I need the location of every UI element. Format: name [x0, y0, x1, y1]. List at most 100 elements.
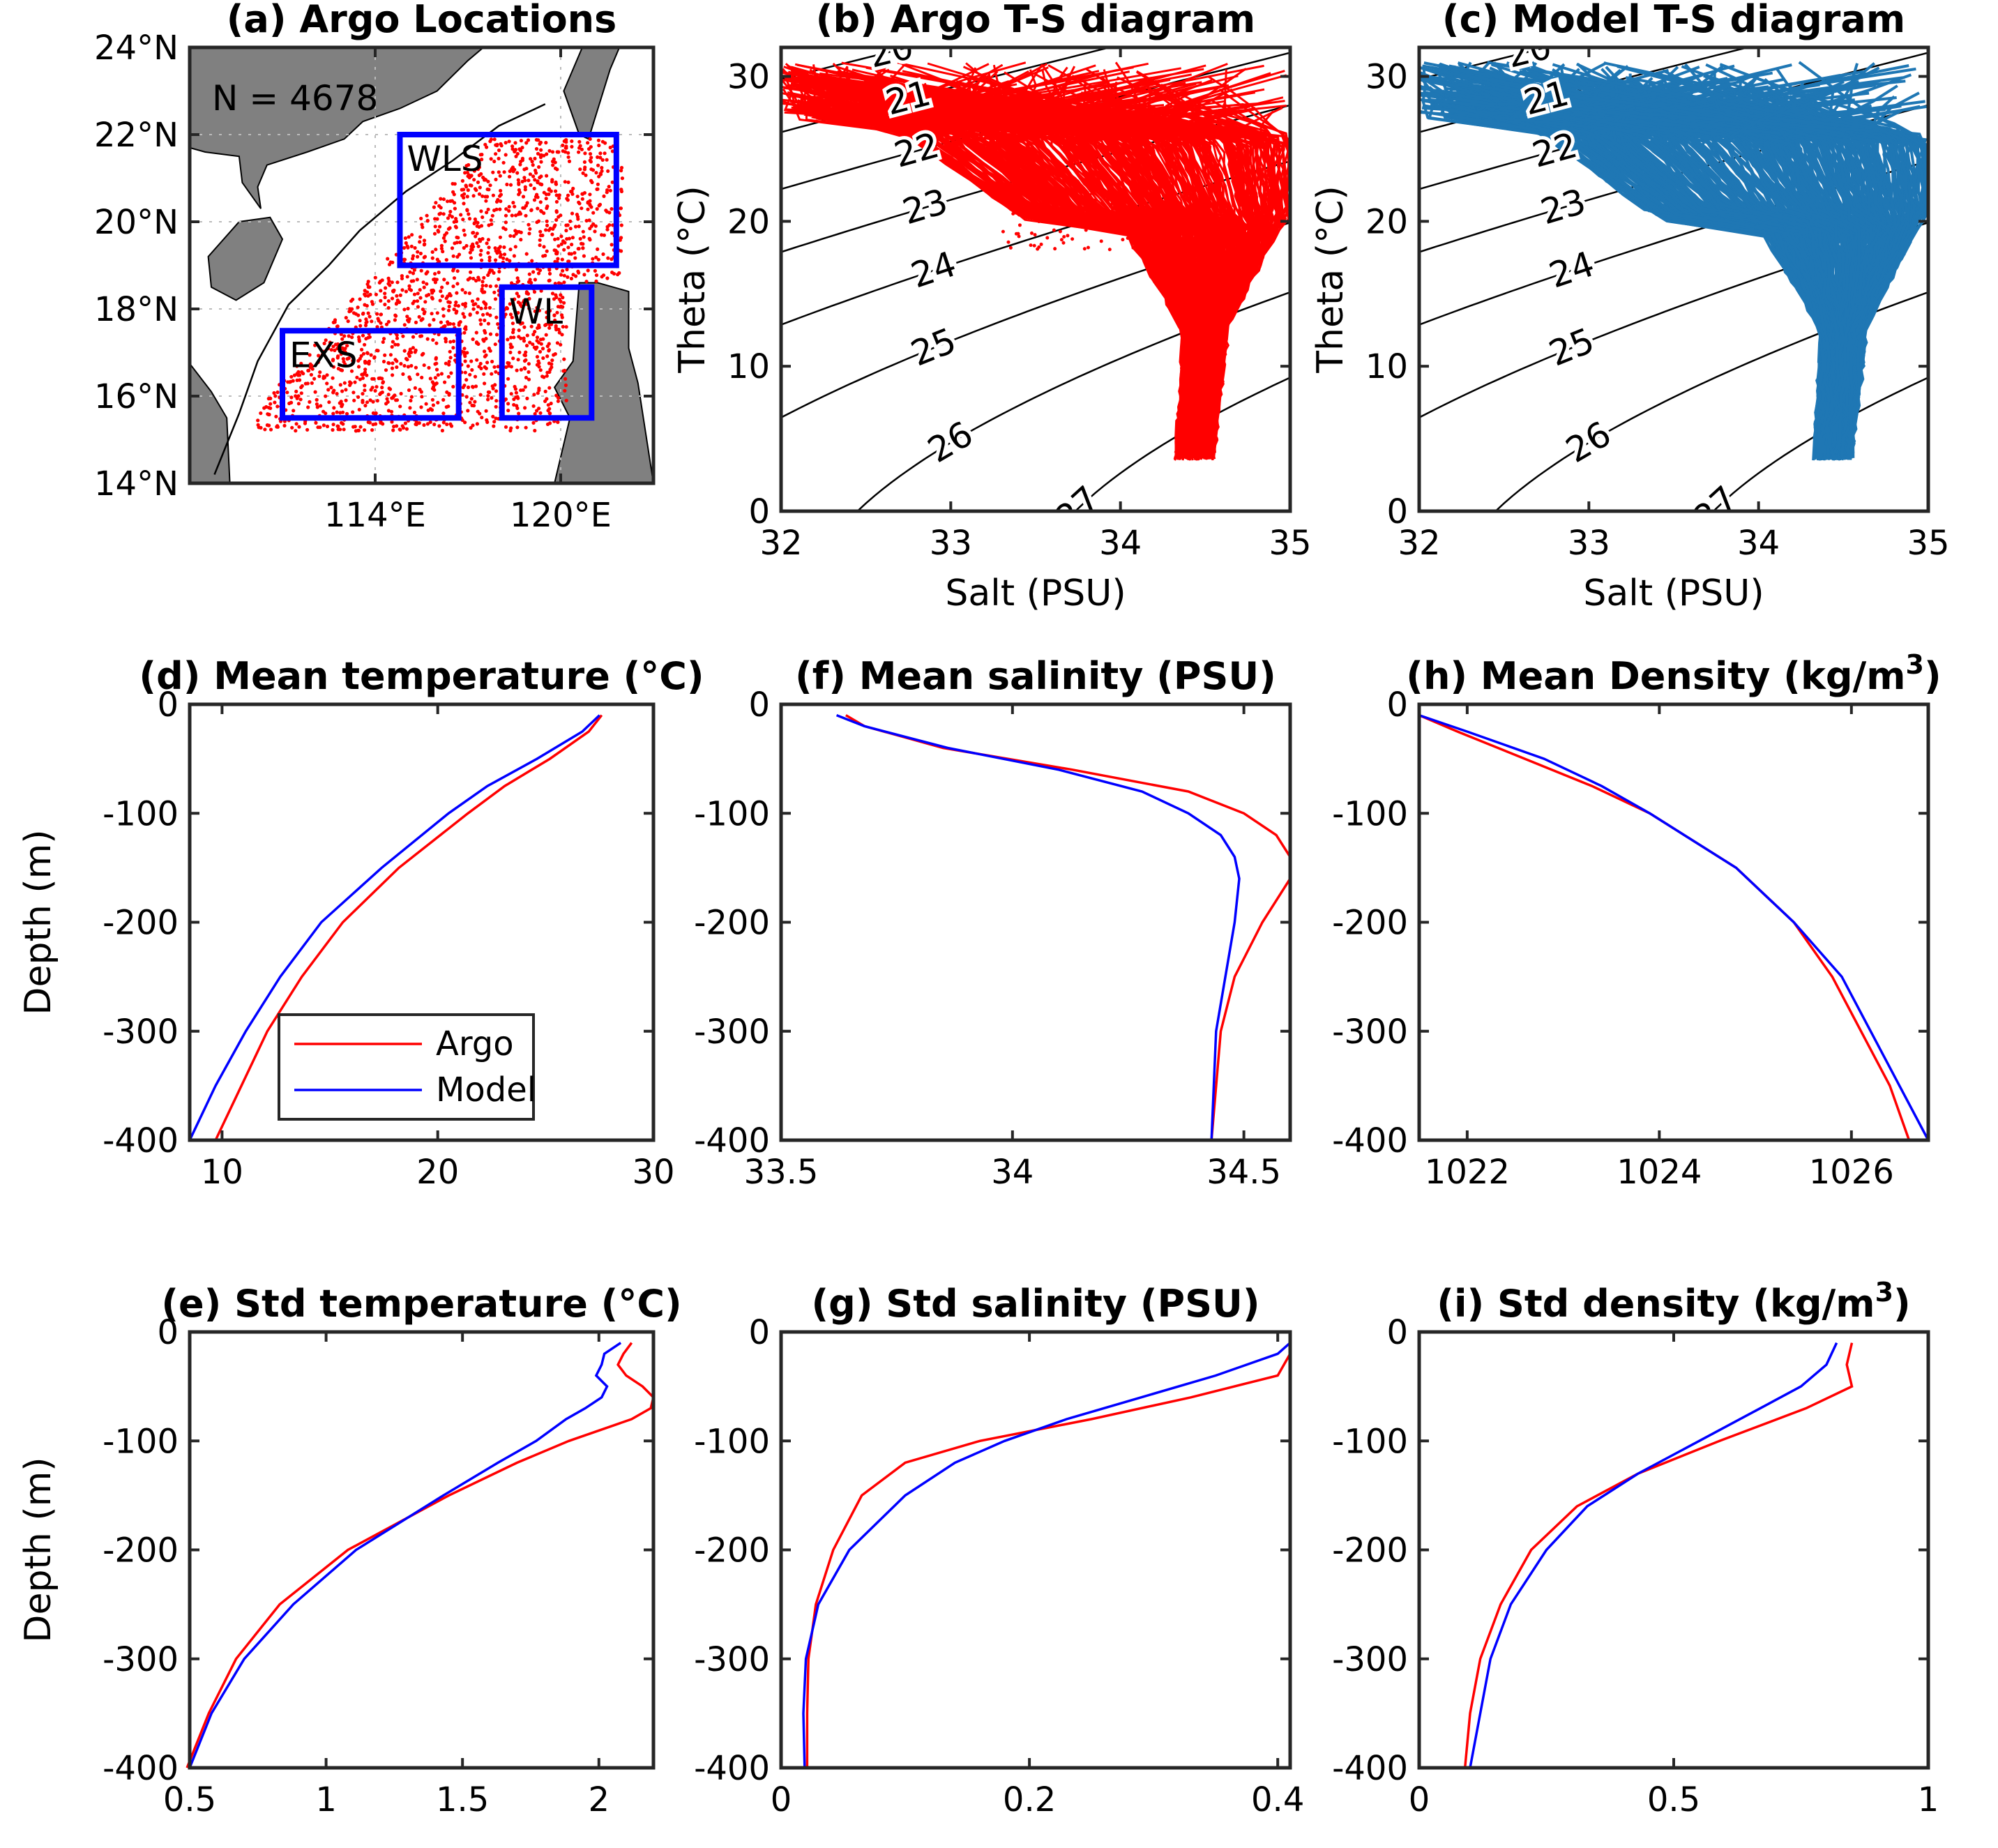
argo-point [343, 362, 347, 366]
series-line-argo [1418, 713, 1911, 1141]
argo-point [504, 220, 508, 225]
argo-point [513, 167, 517, 172]
argo-point [524, 141, 529, 145]
argo-point [451, 322, 456, 326]
title-text: (f) Mean salinity (PSU) [795, 654, 1276, 698]
argo-point [546, 403, 550, 407]
ts-point [1167, 232, 1171, 236]
argo-point [432, 423, 437, 427]
argo-point [512, 234, 516, 238]
argo-point [340, 389, 345, 393]
argo-point [441, 236, 446, 240]
argo-point [509, 335, 513, 340]
argo-point [548, 309, 552, 313]
argo-point [422, 238, 427, 243]
x-tick-label: 34 [1737, 524, 1780, 563]
y-tick-label: -400 [103, 1121, 179, 1160]
argo-point [523, 406, 527, 410]
argo-point [345, 344, 349, 348]
argo-point [519, 336, 523, 340]
ts-point [1100, 209, 1104, 213]
argo-point [556, 305, 561, 309]
argo-point [356, 428, 361, 433]
argo-point [589, 160, 593, 164]
argo-point [336, 354, 340, 358]
argo-point [545, 174, 549, 178]
argo-point [505, 257, 509, 262]
argo-point [553, 237, 557, 241]
argo-point [373, 275, 377, 280]
argo-point [516, 310, 520, 315]
argo-point [395, 294, 399, 298]
argo-point [475, 232, 479, 236]
argo-point [528, 172, 533, 176]
argo-point [547, 361, 552, 365]
argo-point [554, 324, 558, 328]
argo-point [346, 319, 350, 324]
y-axis-label: Depth (m) [17, 829, 59, 1015]
argo-point [375, 312, 379, 316]
argo-point [335, 392, 339, 396]
argo-point [325, 373, 329, 377]
argo-point [448, 356, 453, 360]
x-tick-label: 32 [759, 524, 802, 563]
argo-point [282, 423, 287, 428]
argo-point [508, 350, 513, 354]
y-tick-label: -200 [694, 904, 770, 943]
argo-point [610, 243, 614, 247]
argo-point [537, 308, 542, 312]
region-box-wls [397, 132, 619, 268]
argo-point [451, 285, 455, 289]
argo-point [497, 248, 501, 252]
panel-g-axes-frame [779, 1330, 1292, 1770]
argo-point [416, 291, 420, 296]
y-tick-label: 0 [1386, 686, 1408, 725]
argo-point [476, 305, 480, 309]
argo-point [522, 325, 527, 329]
argo-point [523, 185, 527, 189]
argo-point [426, 408, 430, 412]
argo-point [387, 279, 391, 283]
argo-point [545, 223, 550, 227]
argo-point [335, 410, 339, 414]
argo-point [474, 302, 478, 306]
argo-point [437, 424, 441, 428]
contour-label-24: 24 [1544, 243, 1599, 296]
argo-point [584, 280, 589, 284]
argo-point [406, 306, 410, 311]
y-tick-label: -400 [103, 1749, 179, 1788]
argo-point [504, 141, 508, 145]
density-contour-20 [1419, 47, 1550, 80]
argo-point [523, 385, 527, 389]
argo-point [379, 298, 383, 303]
argo-point [393, 318, 398, 322]
argo-point [482, 372, 486, 376]
argo-point [381, 359, 386, 364]
argo-point [557, 327, 561, 332]
argo-point [370, 319, 374, 324]
ts-profile [1480, 79, 1849, 457]
argo-point [455, 241, 459, 245]
argo-point [430, 256, 434, 260]
argo-point [497, 148, 501, 153]
y-tick-label: -400 [694, 1121, 770, 1160]
argo-point [388, 283, 392, 287]
ts-profile [890, 75, 1220, 453]
argo-point [533, 278, 538, 282]
argo-point [517, 279, 521, 283]
argo-point [573, 225, 578, 229]
argo-point [434, 381, 439, 386]
argo-point [525, 201, 529, 205]
argo-point [263, 427, 267, 432]
argo-point [536, 151, 540, 156]
argo-point [416, 372, 420, 377]
argo-point [463, 370, 467, 374]
y-tick-label: 20°N [94, 203, 179, 242]
argo-point [508, 174, 512, 179]
argo-point [419, 216, 423, 220]
argo-point [423, 310, 427, 314]
argo-point [564, 398, 568, 402]
argo-point [588, 192, 592, 197]
argo-point [366, 285, 370, 289]
